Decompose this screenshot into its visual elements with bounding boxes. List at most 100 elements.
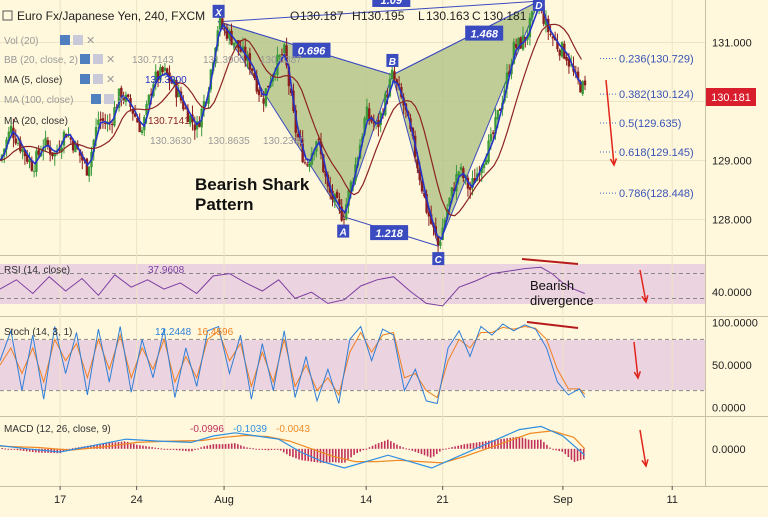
divergence-text-line1: Bearish (530, 278, 574, 293)
candle-body-121 (278, 55, 281, 58)
macd-hist-bar-118 (362, 448, 365, 451)
ratio-label-2: 1.218 (375, 228, 403, 240)
macd-hist-bar-51 (157, 448, 160, 450)
candle-body-64 (147, 94, 151, 105)
macd-hist-bar-182 (558, 448, 560, 452)
chart-title: Euro Fx/Japanese Yen, 240, FXCM (17, 9, 205, 23)
close-icon[interactable]: ✕ (86, 35, 95, 47)
ma5-line (0, 5, 583, 241)
macd-hist-bar-84 (258, 448, 261, 450)
candle-body-9 (21, 149, 24, 153)
candle-body-110 (253, 73, 256, 78)
macd-hist-bar-4 (13, 448, 16, 450)
macd-hist-bar-44 (136, 444, 138, 449)
eye-icon[interactable] (80, 74, 90, 84)
candle-body-101 (232, 42, 235, 46)
macd-hist-bar-145 (445, 448, 447, 450)
indicator-labels: Vol (20) ✕ BB (20, close, 2) 130.7143 13… (4, 35, 305, 147)
candle-body-138 (317, 139, 320, 141)
candle-body-119 (273, 73, 277, 75)
candle-body-6 (14, 138, 17, 144)
candle-body-170 (390, 69, 394, 80)
settings-icon[interactable] (93, 74, 103, 84)
price-tick-2: 129.000 (712, 156, 752, 168)
macd-hist-bar-140 (429, 448, 432, 458)
macd-hist-bar-1 (4, 448, 7, 450)
macd-hist-bar-117 (359, 448, 362, 452)
candle-body-48 (110, 124, 114, 126)
eye-icon[interactable] (91, 94, 101, 104)
candle-body-187 (429, 214, 433, 224)
candle-body-216 (496, 110, 499, 120)
ohlc-open-label: O (290, 9, 299, 23)
macd-hist-bar-28 (87, 445, 89, 449)
arrow-shaft-2 (633, 341, 639, 379)
macd-hist-bar-169 (518, 436, 521, 449)
close-icon[interactable]: ✕ (106, 54, 115, 66)
macd-hist-bar-171 (524, 438, 527, 449)
candle-body-104 (239, 47, 242, 52)
bb-label[interactable]: BB (20, close, 2) (4, 55, 78, 66)
macd-line-value: -0.1039 (233, 424, 267, 435)
macd-hist-bar-129 (396, 444, 398, 449)
macd-label[interactable]: MACD (12, 26, close, 9) (4, 424, 111, 435)
candle-body-213 (489, 134, 493, 142)
pattern-title-line2: Pattern (195, 195, 254, 214)
rsi-label[interactable]: RSI (14, close) (4, 265, 70, 276)
candle-body-14 (32, 171, 36, 173)
stoch-k-line (0, 323, 586, 405)
stoch-label[interactable]: Stoch (14, 3, 1) (4, 327, 72, 338)
candle-body-132 (303, 162, 307, 164)
candle-body-134 (308, 162, 311, 168)
candle-body-124 (285, 45, 288, 66)
macd-hist-bar-124 (380, 441, 383, 449)
ma100-label[interactable]: MA (100, close) (4, 95, 73, 106)
candle-body-26 (60, 147, 63, 153)
macd-hist-bar-81 (249, 447, 251, 449)
candle-body-100 (230, 30, 233, 45)
macd-hist-bar-48 (148, 446, 150, 449)
ma20-label[interactable]: MA (20, close) (4, 116, 68, 127)
candle-body-45 (104, 122, 107, 124)
candle-body-129 (296, 133, 300, 138)
candle-body-254 (583, 80, 587, 86)
close-icon[interactable]: ✕ (106, 74, 115, 86)
eye-icon[interactable] (80, 54, 90, 64)
macd-hist-bar-79 (243, 446, 245, 449)
macd-hist-bar-29 (90, 445, 92, 449)
macd-hist-bar-153 (469, 443, 472, 449)
rsi-band (0, 264, 705, 304)
ma20-value-3: 130.8635 (208, 136, 250, 147)
candle-body-171 (393, 71, 396, 80)
candle-body-215 (494, 117, 497, 135)
eye-icon[interactable] (60, 35, 70, 45)
rsi-panel: 40.0000 (0, 258, 752, 307)
macd-hist-bar-179 (549, 447, 551, 449)
macd-hist-bar-127 (390, 441, 392, 449)
macd-hist-bar-30 (93, 444, 95, 449)
collapse-icon[interactable] (2, 10, 13, 21)
close-icon[interactable]: ✕ (117, 94, 126, 106)
candle-body-237 (544, 19, 548, 26)
settings-icon[interactable] (73, 35, 83, 45)
macd-hist-bar-113 (347, 448, 349, 461)
settings-icon[interactable] (93, 54, 103, 64)
volume-label[interactable]: Vol (20) (4, 36, 38, 47)
candle-body-248 (570, 64, 573, 66)
ma5-label[interactable]: MA (5, close) (4, 75, 62, 86)
candle-body-239 (549, 33, 552, 35)
ma100-controls: ✕ (91, 94, 126, 106)
macd-hist-bar-181 (555, 448, 557, 451)
macd-hist-bar-18 (56, 448, 59, 454)
settings-icon[interactable] (104, 94, 114, 104)
candle-body-71 (163, 67, 167, 71)
macd-hist-bar-175 (536, 439, 539, 449)
candle-body-165 (379, 112, 382, 126)
candle-body-82 (188, 115, 192, 124)
macd-hist-bar-177 (543, 442, 545, 449)
candle-body-246 (565, 57, 568, 61)
macd-hist-bar-126 (387, 439, 389, 449)
macd-hist-bar-183 (561, 448, 564, 452)
macd-hist-bar-50 (154, 447, 157, 449)
candle-body-114 (262, 98, 265, 104)
